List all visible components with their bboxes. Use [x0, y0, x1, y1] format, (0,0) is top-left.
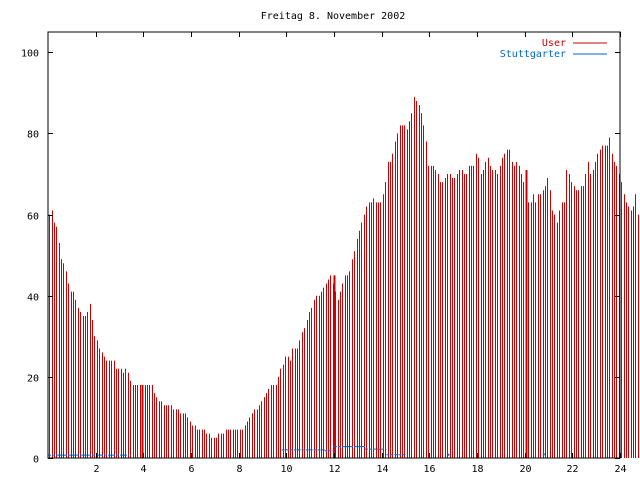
x-tick-label: 4: [140, 464, 146, 475]
data-point: [542, 453, 545, 456]
x-axis: 2 4 6 8 10 12 14 16 18 20 22 24: [93, 32, 627, 475]
y-tick-label: 40: [27, 293, 39, 304]
x-tick-label: 6: [188, 464, 194, 475]
x-tick-label: 2: [93, 464, 99, 475]
line-series-stuttgarter: [48, 446, 545, 456]
x-tick-label: 8: [236, 464, 242, 475]
x-tick-label: 14: [376, 464, 388, 475]
x-tick-label: 16: [423, 464, 435, 475]
legend: User Stuttgarter: [500, 38, 607, 60]
y-tick-label: 20: [27, 374, 39, 385]
data-point: [447, 453, 450, 456]
y-tick-label: 80: [27, 130, 39, 141]
x-tick-label: 22: [566, 464, 578, 475]
y-axis: 0 20 40 60 80 100: [21, 49, 620, 466]
x-tick-label: 20: [519, 464, 531, 475]
x-tick-label: 10: [280, 464, 292, 475]
y-tick-label: 100: [21, 49, 39, 60]
legend-label-stuttgarter: Stuttgarter: [500, 49, 566, 60]
legend-label-user: User: [542, 38, 566, 49]
spike-series-user: [141, 169, 528, 458]
y-tick-label: 0: [33, 455, 39, 466]
chart-title: Freitag 8. November 2002: [261, 11, 406, 22]
y-tick-label: 60: [27, 212, 39, 223]
x-tick-label: 18: [471, 464, 483, 475]
x-tick-label: 24: [614, 464, 626, 475]
x-tick-label: 12: [328, 464, 340, 475]
bar-series-user: [49, 96, 639, 458]
